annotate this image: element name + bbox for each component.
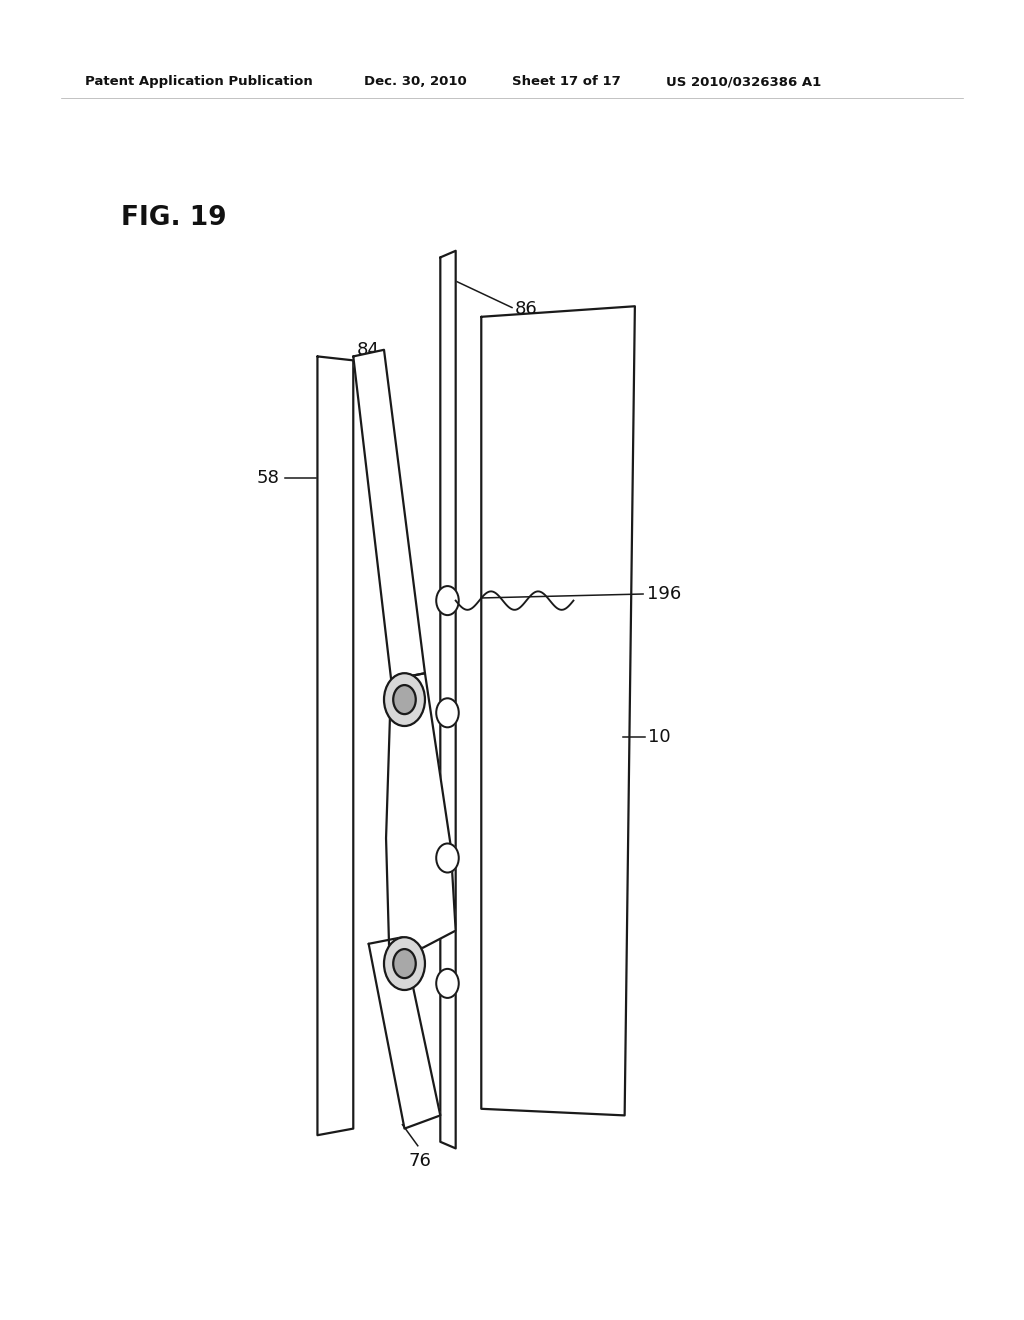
Text: FIG. 19: FIG. 19 [121, 205, 226, 231]
Text: 86: 86 [515, 300, 538, 318]
Circle shape [436, 843, 459, 873]
Circle shape [384, 937, 425, 990]
Text: 10: 10 [648, 727, 671, 746]
Polygon shape [369, 937, 440, 1129]
Polygon shape [440, 251, 456, 1148]
Polygon shape [317, 356, 353, 1135]
Circle shape [436, 586, 459, 615]
Text: 84: 84 [356, 341, 379, 359]
Text: US 2010/0326386 A1: US 2010/0326386 A1 [666, 75, 821, 88]
Circle shape [393, 949, 416, 978]
Polygon shape [386, 673, 456, 948]
Text: Patent Application Publication: Patent Application Publication [85, 75, 312, 88]
Circle shape [436, 698, 459, 727]
Circle shape [436, 969, 459, 998]
Text: Sheet 17 of 17: Sheet 17 of 17 [512, 75, 621, 88]
Text: 58: 58 [257, 469, 280, 487]
Polygon shape [353, 350, 425, 680]
Text: 76: 76 [409, 1152, 431, 1171]
Circle shape [393, 685, 416, 714]
Circle shape [384, 673, 425, 726]
Polygon shape [481, 306, 635, 1115]
Text: 196: 196 [647, 585, 681, 603]
Text: Dec. 30, 2010: Dec. 30, 2010 [364, 75, 466, 88]
